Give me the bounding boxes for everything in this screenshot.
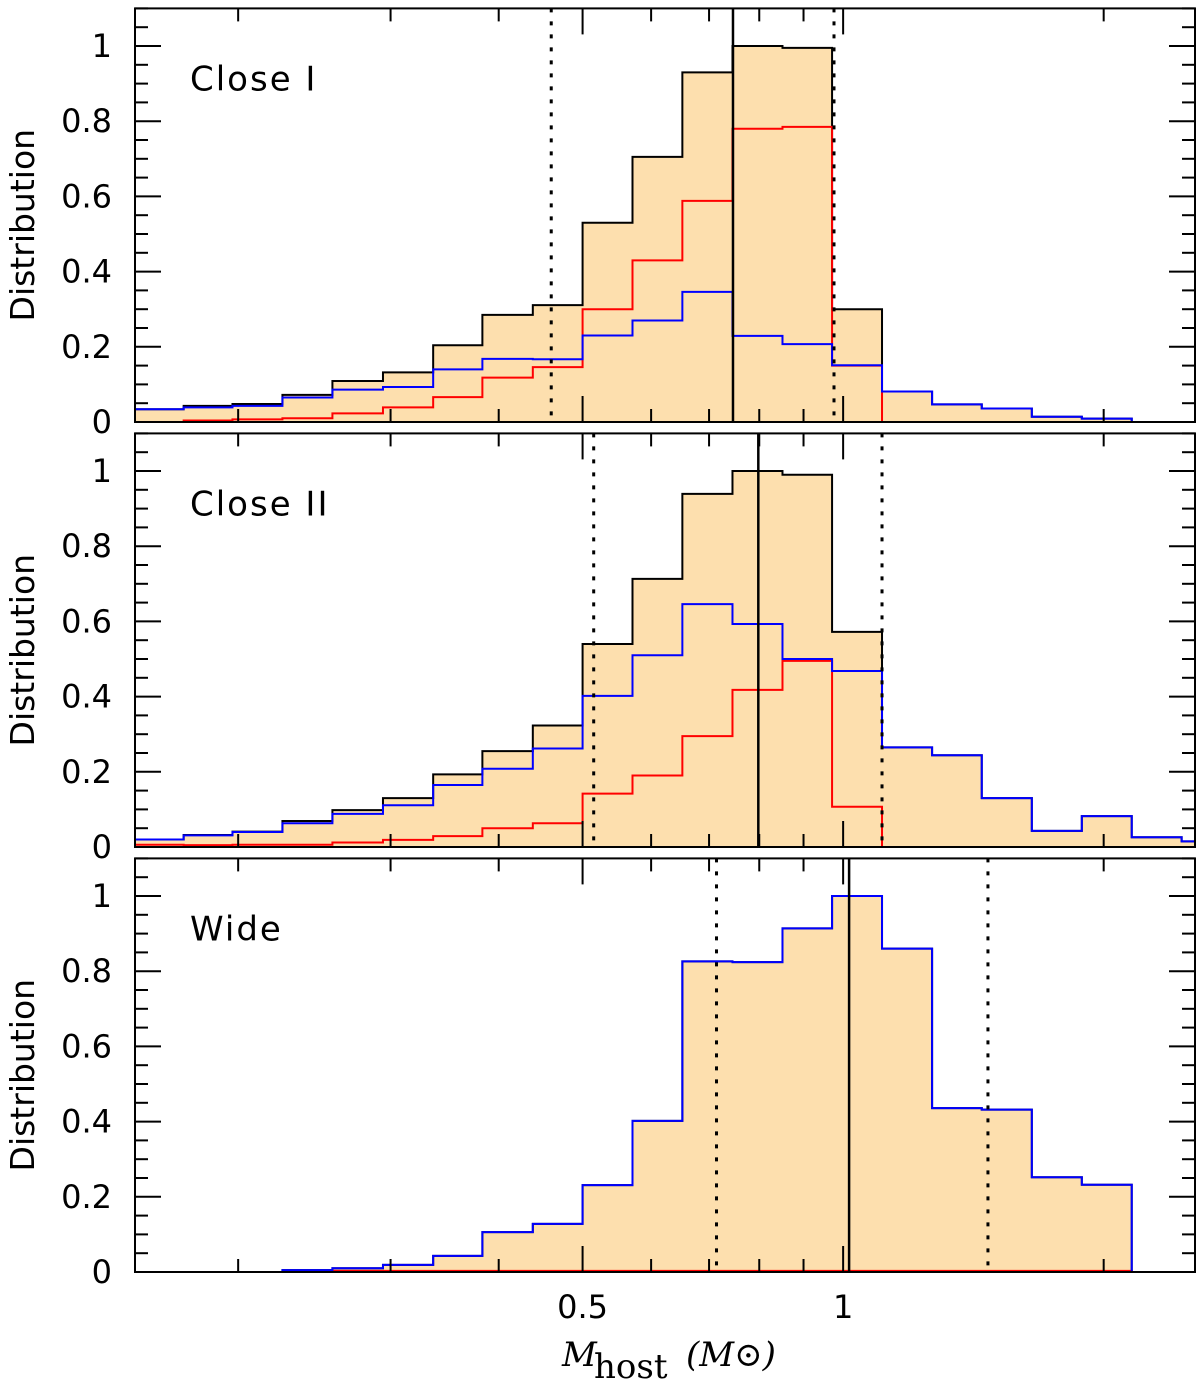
y-axis-title: Distribution: [3, 129, 42, 322]
panel-label: Close I: [190, 59, 317, 99]
y-axis-title: Distribution: [3, 979, 42, 1172]
panel-2: 0 0.2 0.4 0.6 0.8 1 Wide Distribution: [3, 857, 1196, 1291]
y-tick-label: 0.6: [61, 1027, 112, 1065]
y-tick-label: 0.6: [61, 602, 112, 640]
y-tick-label: 0.8: [61, 952, 112, 990]
histogram-fill: [135, 896, 1195, 1272]
y-tick-label: 0.8: [61, 527, 112, 565]
x-axis-title-subscript: host: [594, 1347, 668, 1386]
histogram-series-blue: [135, 603, 1195, 843]
panel-0: 0 0.2 0.4 0.6 0.8 1 Close I Distribution: [3, 7, 1196, 441]
y-tick-label: 0.6: [61, 177, 112, 215]
y-tick-label: 1: [92, 452, 112, 490]
y-tick-label: 0.2: [61, 328, 112, 366]
histogram-series-blue: [135, 895, 1195, 1273]
y-tick-label: 0.4: [61, 678, 112, 716]
panel-1: 0 0.2 0.4 0.6 0.8 1 Close II Distribution: [3, 432, 1196, 866]
y-tick-label: 0.4: [61, 1103, 112, 1141]
y-tick-label: 1: [92, 877, 112, 915]
y-tick-label: 0.2: [61, 753, 112, 791]
y-tick-label: 0: [92, 828, 112, 866]
y-tick-label: 0: [92, 1253, 112, 1291]
x-tick-label: 0.5: [557, 1288, 608, 1326]
panel-label: Close II: [190, 484, 329, 524]
y-tick-label: 0: [92, 403, 112, 441]
x-axis-title-unit: (M⊙): [686, 1335, 776, 1375]
y-tick-label: 0.8: [61, 102, 112, 140]
panel-label: Wide: [190, 909, 283, 949]
x-tick-label: 1: [833, 1288, 853, 1326]
y-tick-label: 0.2: [61, 1178, 112, 1216]
y-axis-title: Distribution: [3, 554, 42, 747]
histogram-fill: [135, 46, 1195, 422]
histogram-series-blue: [135, 290, 1195, 423]
x-axis-title-main: M: [561, 1335, 598, 1375]
histogram-fill: [135, 471, 1195, 847]
y-tick-label: 1: [92, 27, 112, 65]
y-tick-label: 0.4: [61, 253, 112, 291]
